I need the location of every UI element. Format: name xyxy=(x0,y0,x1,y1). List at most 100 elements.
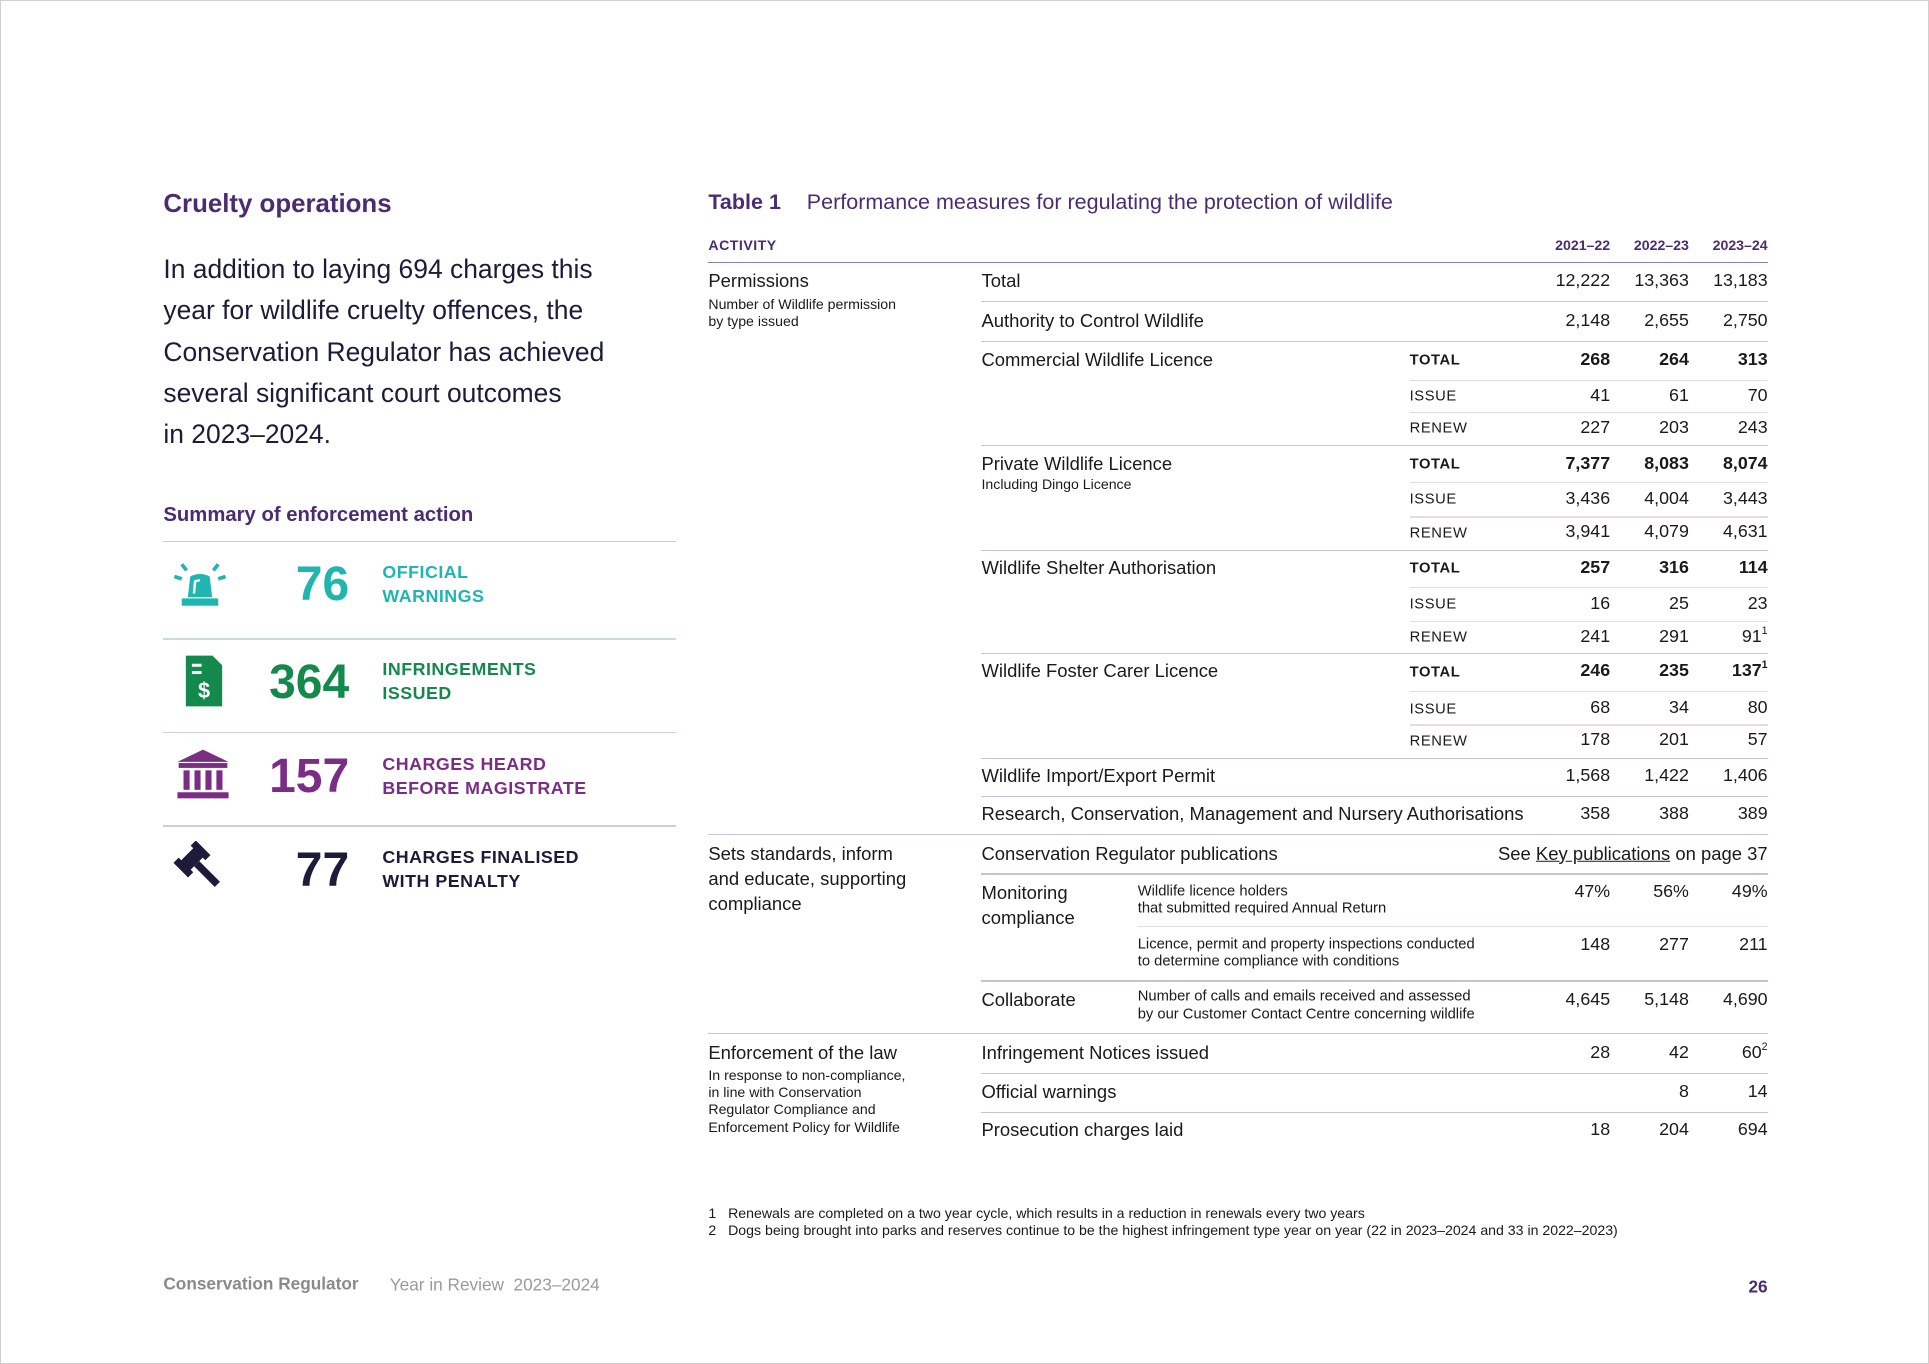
value-cell: 16 xyxy=(1590,592,1611,613)
column-header: 2021–22 xyxy=(1555,236,1611,253)
row-rule xyxy=(981,1111,1768,1114)
summary-label: ISSUED xyxy=(382,683,452,704)
page-number: 26 xyxy=(1748,1275,1768,1296)
sub-rule xyxy=(1409,482,1768,484)
summary-label: WITH PENALTY xyxy=(382,871,521,892)
row-rule xyxy=(981,340,1768,342)
value-cell: 14 xyxy=(1747,1081,1768,1102)
type-label: ISSUE xyxy=(1409,388,1457,405)
value-cell: 2,148 xyxy=(1565,309,1611,330)
value-cell: 358 xyxy=(1580,803,1611,824)
summary-label: BEFORE MAGISTRATE xyxy=(382,778,587,799)
footnote-ref: 1 xyxy=(1761,625,1768,638)
type-label: RENEW xyxy=(1409,420,1468,437)
value-cell: 1,406 xyxy=(1722,765,1768,786)
table-title: Performance measures for regulating the … xyxy=(806,189,1393,214)
intro-line: Conservation Regulator has achieved xyxy=(163,336,605,367)
activity-note: Regulator Compliance and xyxy=(708,1101,876,1118)
summary-divider xyxy=(163,731,677,734)
value-cell: 41 xyxy=(1590,384,1611,405)
value-cell: 313 xyxy=(1737,349,1768,370)
value-cell: 7,377 xyxy=(1565,452,1611,473)
column-header: 2022–23 xyxy=(1633,236,1689,253)
value-cell: 2,750 xyxy=(1722,309,1768,330)
value-cell: 243 xyxy=(1737,416,1768,437)
row-rule xyxy=(981,980,1768,982)
measure-name: Total xyxy=(981,270,1021,292)
measure-description: Licence, permit and property inspections… xyxy=(1137,936,1475,953)
value-cell: 1,568 xyxy=(1565,765,1611,786)
summary-label: INFRINGEMENTS xyxy=(382,659,537,680)
value-cell: 2,655 xyxy=(1644,309,1689,330)
value-cell: 388 xyxy=(1659,803,1689,824)
value-cell: 3,443 xyxy=(1722,488,1768,509)
row-rule xyxy=(981,301,1768,303)
footnote-text: Renewals are completed on a two year cyc… xyxy=(728,1204,1365,1221)
svg-text:$: $ xyxy=(198,678,210,703)
value-cell: 203 xyxy=(1659,416,1689,437)
value-cell: 3,941 xyxy=(1565,521,1611,542)
value-cell: 277 xyxy=(1659,933,1689,954)
measure-name: Wildlife Import/Export Permit xyxy=(981,764,1216,786)
type-label: RENEW xyxy=(1409,525,1468,542)
value-cell: 12,222 xyxy=(1555,270,1611,291)
measure-name: Private Wildlife Licence xyxy=(981,452,1173,474)
type-label: TOTAL xyxy=(1409,664,1461,681)
value-cell: 70 xyxy=(1747,384,1768,405)
siren-icon xyxy=(173,563,227,606)
activity-name: Enforcement of the law xyxy=(708,1041,897,1063)
value-cell: 1,422 xyxy=(1644,765,1689,786)
type-label: RENEW xyxy=(1409,629,1468,646)
sub-rule xyxy=(1409,691,1768,693)
measure-name: Prosecution charges laid xyxy=(981,1119,1184,1141)
reference-text: on page 37 xyxy=(1670,842,1768,864)
column-header: 2023–24 xyxy=(1712,236,1768,253)
intro-line: in 2023–2024. xyxy=(163,418,331,449)
footnote-ref: 2 xyxy=(1761,1040,1768,1053)
value-cell: 28 xyxy=(1590,1041,1611,1062)
sub-rule xyxy=(1409,411,1768,414)
value-cell: 257 xyxy=(1580,557,1611,578)
value-cell: 4,631 xyxy=(1722,521,1768,542)
footer-publisher: Conservation Regulator xyxy=(163,1273,359,1294)
measure-description: Wildlife licence holders xyxy=(1137,883,1288,900)
summary-number: 76 xyxy=(295,558,350,612)
sub-rule xyxy=(1409,586,1768,588)
footnote-text: Dogs being brought into parks and reserv… xyxy=(728,1221,1618,1238)
value-cell: 34 xyxy=(1669,697,1689,718)
sub-rule xyxy=(1409,379,1768,382)
value-cell: 47% xyxy=(1574,880,1611,901)
value-cell: 246 xyxy=(1580,660,1611,681)
type-label: RENEW xyxy=(1409,733,1468,750)
footnote-number: 2 xyxy=(708,1221,717,1238)
value-cell: 264 xyxy=(1659,349,1689,370)
type-label: ISSUE xyxy=(1409,701,1457,718)
measure-description: by our Customer Contact Centre concernin… xyxy=(1137,1006,1475,1023)
measure-name: Conservation Regulator publications xyxy=(981,842,1278,864)
value-cell: 23 xyxy=(1747,592,1768,613)
row-rule xyxy=(981,653,1768,655)
sub-rule xyxy=(1409,724,1768,726)
type-label: TOTAL xyxy=(1409,560,1461,577)
summary-number: 364 xyxy=(269,655,350,709)
measure-detail: Including Dingo Licence xyxy=(981,476,1132,493)
value-cell: 13,183 xyxy=(1713,270,1768,291)
value-text: 137 xyxy=(1731,660,1762,681)
value-cell: 694 xyxy=(1737,1119,1768,1140)
link[interactable]: Key publications xyxy=(1535,842,1671,864)
value-cell: 56% xyxy=(1653,880,1689,901)
value-cell: 80 xyxy=(1747,697,1768,718)
measure-name: Authority to Control Wildlife xyxy=(981,309,1204,331)
measure-name: Commercial Wildlife Licence xyxy=(981,348,1214,370)
activity-note: In response to non-compliance, xyxy=(708,1066,906,1083)
measure-name: Wildlife Shelter Authorisation xyxy=(981,556,1217,578)
reference: See Key publications on page 37 xyxy=(1498,844,1768,862)
summary-label: CHARGES FINALISED xyxy=(382,847,580,868)
value-cell: 201 xyxy=(1659,729,1689,750)
activity-note: by type issued xyxy=(708,312,799,329)
document-icon: $ xyxy=(185,655,223,707)
footnote-number: 1 xyxy=(708,1204,717,1221)
value-cell: 241 xyxy=(1580,626,1611,647)
summary-label: WARNINGS xyxy=(382,586,485,607)
value-cell: 8,074 xyxy=(1722,452,1768,473)
